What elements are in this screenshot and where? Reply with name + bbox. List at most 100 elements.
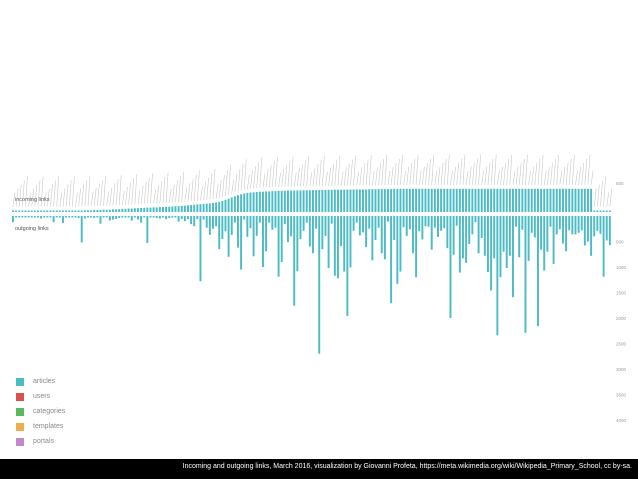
article-label-mark [115,179,119,206]
incoming-bar [105,209,108,212]
article-label-mark [15,188,19,207]
article-label-mark [587,154,591,185]
article-label-mark [318,159,322,186]
outgoing-bar [65,216,68,218]
incoming-bar [80,210,83,212]
article-label-mark [156,185,160,204]
incoming-bar [102,209,105,212]
article-label-mark [56,176,60,207]
incoming-bar [224,199,227,212]
article-label-mark [497,170,500,185]
article-label-mark [53,180,56,207]
article-label-mark [47,188,50,207]
outgoing-bar [368,216,371,229]
article-label-mark [287,160,291,187]
article-label-mark [122,190,125,205]
article-label-mark [334,159,338,186]
article-label-mark [203,181,206,200]
incoming-bar [196,204,199,212]
incoming-bar [330,189,333,212]
outgoing-bar [580,216,583,231]
outgoing-label: outgoing links [15,226,49,232]
article-label-mark [390,167,394,186]
incoming-bar [308,190,311,212]
article-label-mark [434,170,438,185]
outgoing-tick-label: 3500 [616,393,627,398]
article-label-mark [228,164,231,195]
article-label-mark [72,176,75,207]
outgoing-bar [180,216,183,220]
outgoing-bar [118,216,121,219]
article-label-mark [572,154,575,185]
outgoing-bar [308,216,311,247]
outgoing-bar [37,216,39,218]
article-label-mark [200,186,203,201]
outgoing-bar [396,216,399,284]
incoming-bar [43,210,46,212]
outgoing-bar [96,216,99,218]
article-label-mark [22,180,25,207]
outgoing-bar [515,216,518,227]
outgoing-bar [558,216,561,230]
article-label-mark [584,158,588,185]
incoming-bar [124,208,127,212]
outgoing-bar [483,216,486,256]
article-label-mark [43,192,47,207]
outgoing-bar [462,216,464,259]
article-label-mark [484,166,488,185]
incoming-bar [265,191,268,212]
outgoing-bar [280,216,283,262]
incoming-bar [180,205,183,212]
article-label-mark [325,171,328,187]
article-label-mark [209,173,213,200]
outgoing-bar [302,216,305,231]
incoming-bar [599,210,602,212]
article-label-mark [540,154,544,185]
article-label-mark [147,177,150,204]
incoming-bar [449,188,452,212]
incoming-bar [374,189,377,212]
incoming-bar [412,188,414,212]
article-label-mark [268,165,272,188]
article-label-mark [378,163,381,186]
article-label-mark [12,192,16,207]
incoming-bar [358,189,361,212]
outgoing-bar [496,216,499,336]
outgoing-bar [40,216,43,219]
article-label-mark [222,174,225,198]
outgoing-bar [293,216,296,306]
article-label-mark [331,163,335,186]
article-label-mark [87,176,91,207]
article-label-mark [468,166,472,185]
article-label-mark [368,155,372,186]
incoming-bar [268,191,271,212]
article-label-mark [362,163,366,186]
article-label-mark [425,162,428,185]
outgoing-bar [452,216,455,255]
outgoing-bar [274,216,277,228]
outgoing-bar [158,216,161,219]
outgoing-tick-label: 3000 [616,367,627,372]
incoming-bar [199,204,202,212]
article-label-mark [106,191,110,206]
incoming-bar [471,188,474,212]
article-label-mark [272,161,275,188]
incoming-bar [343,189,346,212]
outgoing-bar [112,216,114,220]
incoming-bar [249,192,252,212]
outgoing-bar [524,216,527,333]
article-label-mark [487,162,491,185]
incoming-bar [299,190,302,212]
incoming-bar [208,203,211,212]
legend-label: categories [33,408,66,415]
outgoing-bar [196,216,199,220]
outgoing-bar [521,216,524,230]
incoming-bar [24,210,27,212]
article-label-mark [393,162,397,185]
incoming-bar [443,188,446,212]
outgoing-bar [468,216,471,245]
outgoing-bar [315,216,318,229]
outgoing-tick-label: 1000 [616,265,627,270]
article-label-mark [243,159,247,190]
article-label-mark [537,158,541,185]
